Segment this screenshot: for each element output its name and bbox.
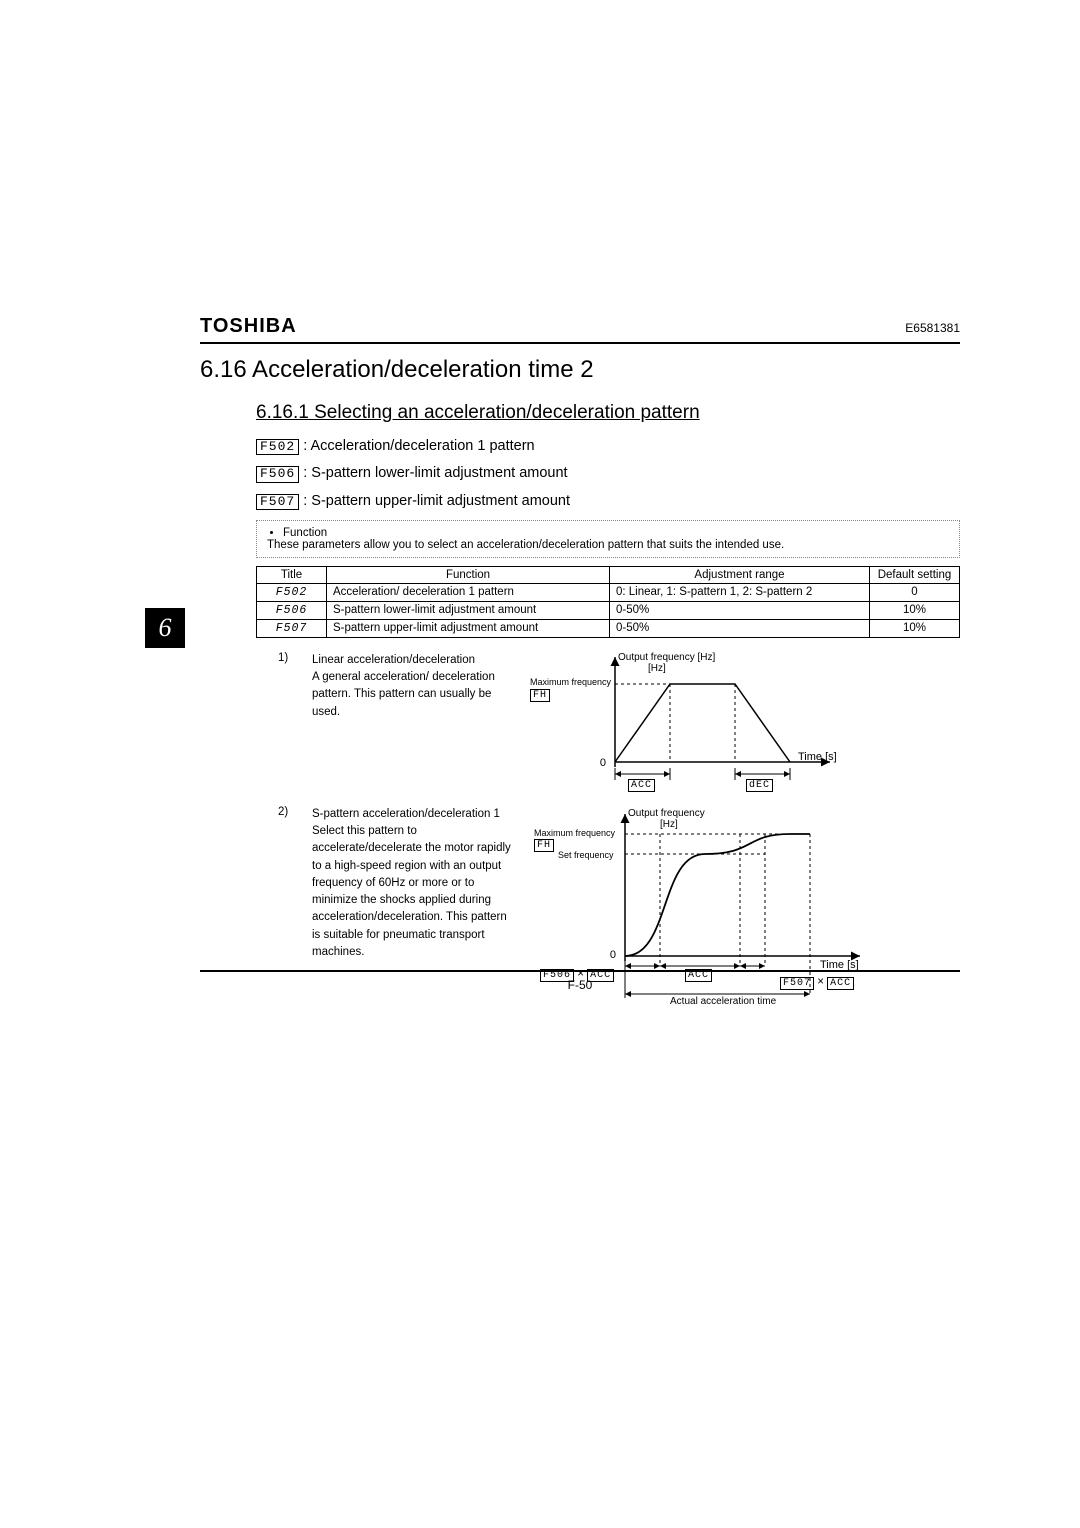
function-heading: Function xyxy=(283,527,949,539)
ylabel: Output frequency[Hz] xyxy=(628,808,705,830)
subsection-heading: 6.16.1 Selecting an acceleration/deceler… xyxy=(256,402,960,424)
param-code: F507 xyxy=(256,494,299,510)
function-text: These parameters allow you to select an … xyxy=(267,539,949,551)
pattern-2-title: S-pattern acceleration/deceleration 1 xyxy=(312,806,512,823)
table-row: F506 S-pattern lower-limit adjustment am… xyxy=(257,601,960,619)
page-header: TOSHIBA E6581381 xyxy=(200,315,960,344)
acc-code: ACC xyxy=(628,779,655,792)
cell-range: 0-50% xyxy=(610,619,870,637)
dec-code: dEC xyxy=(746,779,773,792)
cell-function: S-pattern upper-limit adjustment amount xyxy=(327,619,610,637)
param-label: : S-pattern upper-limit adjustment amoun… xyxy=(303,493,570,509)
chapter-tab: 6 xyxy=(145,608,185,648)
list-number: 1) xyxy=(278,652,294,792)
cell-default: 10% xyxy=(870,619,960,637)
brand-logo: TOSHIBA xyxy=(200,315,297,338)
table-row: F507 S-pattern upper-limit adjustment am… xyxy=(257,619,960,637)
cell-title: F502 xyxy=(257,583,327,601)
param-line: F507 : S-pattern upper-limit adjustment … xyxy=(256,493,960,510)
zero-label: 0 xyxy=(600,757,606,769)
th-default: Default setting xyxy=(870,566,960,583)
pattern-1-title: Linear acceleration/deceleration xyxy=(312,652,512,669)
param-line: F506 : S-pattern lower-limit adjustment … xyxy=(256,465,960,482)
cell-function: S-pattern lower-limit adjustment amount xyxy=(327,601,610,619)
page-footer: F-50 xyxy=(200,970,960,992)
pattern-1-section: 1) Linear acceleration/deceleration A ge… xyxy=(278,652,960,792)
maxfreq-label: Maximum frequency xyxy=(530,677,612,687)
th-function: Function xyxy=(327,566,610,583)
table-header-row: Title Function Adjustment range Default … xyxy=(257,566,960,583)
document-number: E6581381 xyxy=(905,321,960,335)
th-range: Adjustment range xyxy=(610,566,870,583)
cell-default: 10% xyxy=(870,601,960,619)
param-line: F502 : Acceleration/deceleration 1 patte… xyxy=(256,438,960,455)
cell-title: F506 xyxy=(257,601,327,619)
zero-label: 0 xyxy=(610,949,616,961)
parameter-list: F502 : Acceleration/deceleration 1 patte… xyxy=(256,438,960,510)
linear-graph-svg: Output frequency [Hz][Hz] Maximum freque… xyxy=(530,652,850,792)
pattern-2-text: Select this pattern to accelerate/decele… xyxy=(312,823,512,961)
cell-default: 0 xyxy=(870,583,960,601)
param-code: F502 xyxy=(256,439,299,455)
maxfreq-label: Maximum frequency xyxy=(534,828,616,838)
param-label: : Acceleration/deceleration 1 pattern xyxy=(303,438,534,454)
page-content: TOSHIBA E6581381 6.16 Acceleration/decel… xyxy=(200,315,960,1006)
cell-range: 0: Linear, 1: S-pattern 1, 2: S-pattern … xyxy=(610,583,870,601)
table-row: F502 Acceleration/ deceleration 1 patter… xyxy=(257,583,960,601)
section-heading: 6.16 Acceleration/deceleration time 2 xyxy=(200,356,960,384)
pattern-1-text: A general acceleration/ deceleration pat… xyxy=(312,669,512,721)
param-code: F506 xyxy=(256,466,299,482)
cell-title: F507 xyxy=(257,619,327,637)
th-title: Title xyxy=(257,566,327,583)
cell-range: 0-50% xyxy=(610,601,870,619)
time-label: Time [s] xyxy=(798,751,837,763)
cell-function: Acceleration/ deceleration 1 pattern xyxy=(327,583,610,601)
parameter-table: Title Function Adjustment range Default … xyxy=(256,566,960,638)
maxfreq-code: FH xyxy=(530,689,550,702)
ylabel: Output frequency [Hz][Hz] xyxy=(618,652,715,674)
linear-graph: Output frequency [Hz][Hz] Maximum freque… xyxy=(530,652,960,792)
setfreq-label: Set frequency xyxy=(558,850,614,860)
actual-time-label: Actual acceleration time xyxy=(670,996,777,1006)
param-label: : S-pattern lower-limit adjustment amoun… xyxy=(303,465,567,481)
maxfreq-code: FH xyxy=(534,839,554,852)
function-box: Function These parameters allow you to s… xyxy=(256,520,960,558)
